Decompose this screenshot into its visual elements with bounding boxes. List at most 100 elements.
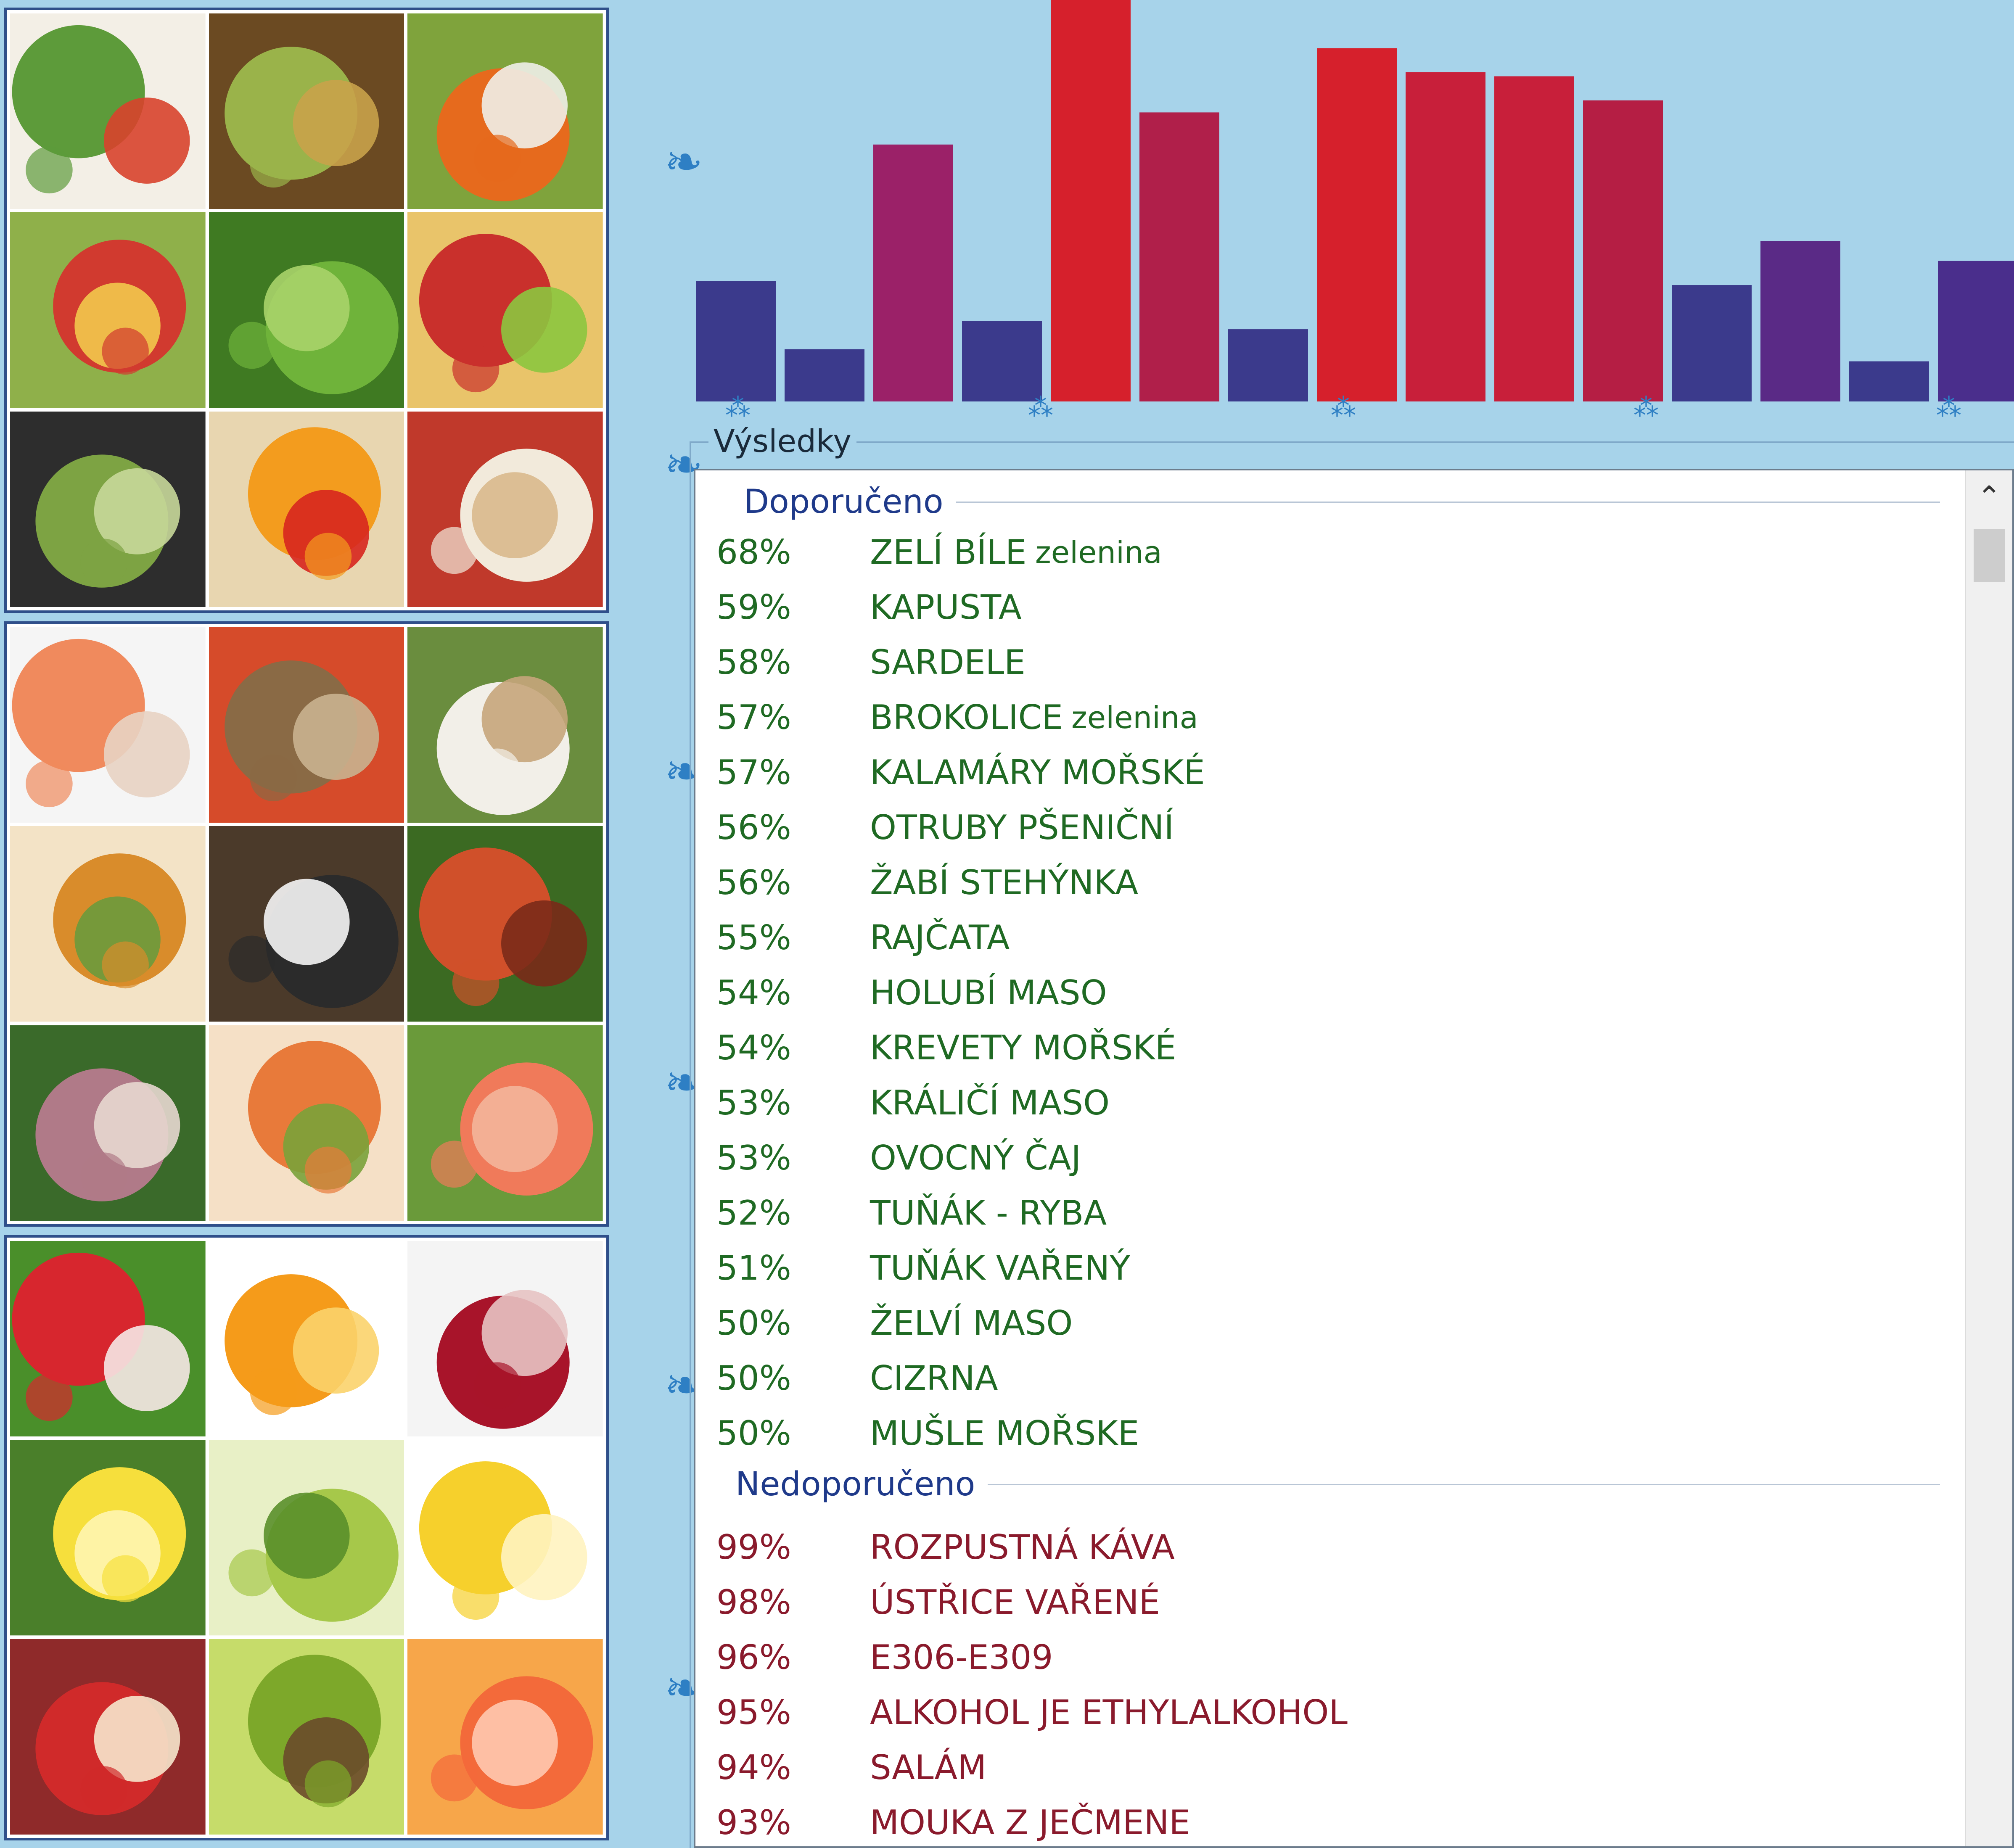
- results-groupbox: [690, 441, 2014, 1848]
- item-name: E306-E309: [870, 1638, 1053, 1677]
- list-item[interactable]: 54% HOLUBÍ MASO: [695, 966, 1953, 1020]
- item-percentage: 55%: [716, 918, 791, 957]
- photo-seafood-plate: [407, 627, 603, 823]
- photo-shrimp-salad: [209, 1025, 404, 1221]
- list-group-title: Doporučeno: [744, 483, 944, 521]
- list-item[interactable]: 57% BROKOLICE zelenina: [695, 690, 1953, 745]
- item-name: RAJČATA: [870, 918, 1010, 957]
- list-group-title: Nedoporučeno: [735, 1465, 975, 1503]
- chart-bar: [1583, 100, 1663, 401]
- photo-shrimp: [10, 627, 206, 823]
- list-item[interactable]: 52% TUŇÁK - RYBA: [695, 1186, 1953, 1241]
- chart-axis-ornament: ⁂: [725, 393, 751, 420]
- item-percentage: 52%: [716, 1193, 791, 1233]
- splitter-grip[interactable]: ❧: [664, 135, 703, 189]
- item-percentage: 58%: [716, 643, 791, 682]
- list-item[interactable]: 50% CIZRNA: [695, 1351, 1953, 1406]
- list-item[interactable]: 59% KAPUSTA: [695, 580, 1953, 635]
- list-item[interactable]: 58% SARDELE: [695, 635, 1953, 690]
- item-percentage: 50%: [716, 1304, 791, 1343]
- list-item[interactable]: 53% KRÁLIČÍ MASO: [695, 1076, 1953, 1130]
- item-percentage: 57%: [716, 753, 791, 792]
- photo-salmon: [407, 1025, 603, 1221]
- photo-group-seafood: [4, 621, 609, 1227]
- vertical-scrollbar[interactable]: ⌃: [1965, 470, 2012, 1846]
- chart-axis-ornament: ⁂: [1331, 393, 1356, 420]
- list-item[interactable]: 68% ZELÍ BÍLE zelenina: [695, 525, 1953, 580]
- chart-bar: [785, 349, 864, 401]
- item-percentage: 93%: [716, 1803, 791, 1842]
- photo-bananas: [407, 1440, 603, 1636]
- photo-mussels: [209, 826, 404, 1022]
- item-percentage: 50%: [716, 1414, 791, 1453]
- chart-axis-ornament: ⁂: [1028, 393, 1053, 420]
- photo-apples: [407, 212, 603, 408]
- photo-apple: [10, 1639, 206, 1835]
- list-item[interactable]: 53% OVOCNÝ ČAJ: [695, 1131, 1953, 1185]
- list-item[interactable]: 57% KALAMÁRY MOŘSKÉ: [695, 745, 1953, 800]
- group-header-line: [988, 1484, 1940, 1485]
- chart-bar: [1406, 72, 1485, 401]
- photo-column: [0, 0, 613, 1848]
- item-name: ROZPUSTNÁ KÁVA: [870, 1528, 1175, 1567]
- item-percentage: 51%: [716, 1249, 791, 1288]
- item-percentage: 98%: [716, 1583, 791, 1622]
- chart-bar: [962, 321, 1042, 401]
- photo-orange: [209, 1241, 404, 1437]
- item-name: CIZRNA: [870, 1359, 998, 1398]
- photo-kiwi: [209, 1639, 404, 1835]
- photo-salad: [10, 13, 206, 209]
- list-item[interactable]: 50% ŽELVÍ MASO: [695, 1296, 1953, 1351]
- photo-grapes: [209, 1440, 404, 1636]
- item-name: SALÁM: [870, 1748, 987, 1787]
- item-name: KAPUSTA: [870, 588, 1022, 627]
- photo-fish-soup: [10, 826, 206, 1022]
- chart-bar: [1317, 48, 1397, 402]
- item-name: KREVETY MOŘSKÉ: [870, 1028, 1176, 1067]
- scrollbar-thumb[interactable]: [1974, 529, 2005, 582]
- list-item[interactable]: 54% KREVETY MOŘSKÉ: [695, 1021, 1953, 1075]
- results-list[interactable]: Doporučeno 68% ZELÍ BÍLE zelenina 59% KAPUSTA…: [694, 469, 2014, 1848]
- item-name: ALKOHOL JE ETHYLALKOHOL: [870, 1693, 1348, 1732]
- list-item[interactable]: 56% OTRUBY PŠENIČNÍ: [695, 800, 1953, 855]
- photo-strawberry: [10, 1241, 206, 1437]
- item-name: MUŠLE MOŘSKE: [870, 1414, 1139, 1453]
- photo-grilled-fish: [209, 627, 404, 823]
- list-item[interactable]: 95% ALKOHOL JE ETHYLALKOHOL: [695, 1685, 1953, 1740]
- photo-vegetables: [407, 13, 603, 209]
- photo-lettuce: [209, 212, 404, 408]
- bar-chart: ⁂ ⁂ ⁂ ⁂ ⁂: [662, 0, 2014, 420]
- list-item[interactable]: 55% RAJČATA: [695, 911, 1953, 965]
- photo-fruit-salad: [10, 212, 206, 408]
- list-item[interactable]: 51% TUŇÁK VAŘENÝ: [695, 1241, 1953, 1296]
- item-percentage: 68%: [716, 533, 791, 572]
- item-percentage: 99%: [716, 1528, 791, 1567]
- chart-bar: [1760, 241, 1840, 401]
- list-item[interactable]: 50% MUŠLE MOŘSKE: [695, 1406, 1953, 1461]
- photo-asparagus: [10, 411, 206, 607]
- item-percentage: 56%: [716, 808, 791, 847]
- item-percentage: 59%: [716, 588, 791, 627]
- list-item[interactable]: 96% E306-E309: [695, 1630, 1953, 1685]
- item-name: ZELÍ BÍLE: [870, 533, 1027, 572]
- photo-group-fruit: [4, 1235, 609, 1840]
- list-item[interactable]: 99% ROZPUSTNÁ KÁVA: [695, 1520, 1953, 1575]
- item-name: ŽABÍ STEHÝNKA: [870, 863, 1139, 902]
- photo-pomegranate: [407, 1241, 603, 1437]
- list-item[interactable]: 98% ÚSTŘICE VAŘENÉ: [695, 1575, 1953, 1630]
- item-percentage: 54%: [716, 973, 791, 1012]
- chart-bar: [1494, 76, 1574, 401]
- chart-bar: [1849, 361, 1929, 401]
- chevron-up-icon[interactable]: ⌃: [1977, 480, 2002, 514]
- list-item[interactable]: 93% MOUKA Z JEČMENE: [695, 1795, 1953, 1846]
- chart-bar: [873, 144, 953, 401]
- photo-pears: [209, 13, 404, 209]
- item-name: BROKOLICE: [870, 698, 1063, 737]
- list-item[interactable]: 56% ŽABÍ STEHÝNKA: [695, 855, 1953, 910]
- item-name: TUŇÁK - RYBA: [870, 1193, 1107, 1233]
- photo-grapefruit: [407, 1639, 603, 1835]
- item-percentage: 95%: [716, 1693, 791, 1732]
- item-name: ŽELVÍ MASO: [870, 1304, 1073, 1343]
- list-group-header: Nedoporučeno: [735, 1465, 1940, 1503]
- list-item[interactable]: 94% SALÁM: [695, 1740, 1953, 1795]
